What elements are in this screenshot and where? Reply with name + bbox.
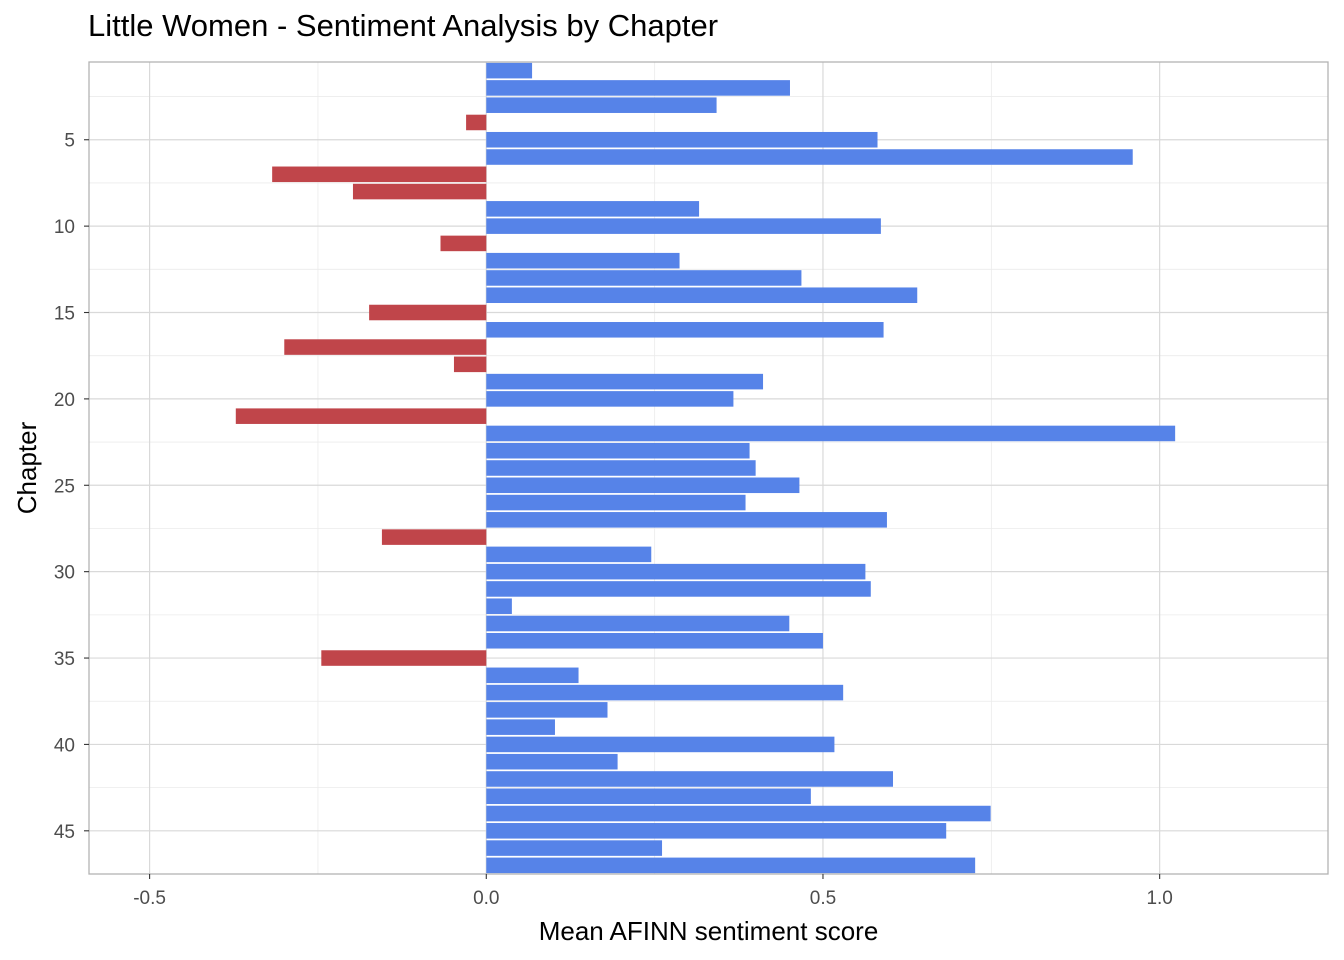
bar-chapter-21 xyxy=(235,408,487,424)
bar-chapter-16 xyxy=(486,322,884,338)
bar-chapter-27 xyxy=(486,512,887,528)
bar-chapter-18 xyxy=(453,356,487,373)
bar-chapter-29 xyxy=(486,546,652,563)
y-tick-label: 35 xyxy=(54,649,75,670)
bar-chapter-25 xyxy=(486,477,800,494)
chart-title: Little Women - Sentiment Analysis by Cha… xyxy=(88,8,719,43)
y-axis-ticks: 5 10 15 20 25 30 35 40 45 xyxy=(54,131,89,843)
bar-chapter-5 xyxy=(486,131,878,148)
bar-chapter-34 xyxy=(486,632,823,649)
bar-chapter-33 xyxy=(486,615,790,632)
bar-chapter-17 xyxy=(284,339,487,355)
bar-chapter-35 xyxy=(321,650,487,666)
bar-chapter-41 xyxy=(486,753,618,770)
bar-chapter-28 xyxy=(381,529,487,545)
bar-chapter-22 xyxy=(486,425,1176,442)
y-tick-label: 10 xyxy=(54,217,75,238)
y-tick-label: 5 xyxy=(64,131,75,152)
bar-chapter-13 xyxy=(486,270,802,286)
bar-chapter-19 xyxy=(486,373,764,390)
bar-chapter-12 xyxy=(486,252,680,269)
y-tick-label: 45 xyxy=(54,822,75,843)
bar-chapter-7 xyxy=(272,166,487,183)
x-tick-label: 0.5 xyxy=(810,888,836,909)
bar-chapter-6 xyxy=(486,149,1133,165)
bar-chapter-39 xyxy=(486,719,555,735)
bar-chapter-31 xyxy=(486,581,871,597)
bar-chapter-40 xyxy=(486,736,835,753)
y-axis-title: Chapter xyxy=(12,421,42,514)
x-axis-ticks: -0.5 0.0 0.5 1.0 xyxy=(133,874,1173,909)
bar-chapter-44 xyxy=(486,805,991,822)
bar-chapter-32 xyxy=(486,598,512,614)
bar-chapter-9 xyxy=(486,201,700,217)
bar-chapter-24 xyxy=(486,460,756,476)
bar-chapter-8 xyxy=(352,183,487,200)
x-tick-label: -0.5 xyxy=(133,888,166,909)
panel-border xyxy=(88,61,1329,875)
bar-chapter-37 xyxy=(486,684,844,701)
bar-chapter-2 xyxy=(486,80,790,96)
bar-chapter-11 xyxy=(440,235,487,252)
y-tick-label: 15 xyxy=(54,304,75,325)
y-tick-label: 20 xyxy=(54,390,75,411)
bar-chapter-23 xyxy=(486,442,750,459)
bar-chapter-1 xyxy=(486,62,533,79)
bar-chapter-14 xyxy=(486,287,918,304)
bar-chapter-42 xyxy=(486,771,894,787)
bar-chapter-46 xyxy=(486,840,663,856)
y-tick-label: 40 xyxy=(54,735,75,756)
x-tick-label: 0.0 xyxy=(473,888,499,909)
bar-chapter-38 xyxy=(486,702,608,718)
y-tick-label: 30 xyxy=(54,563,75,584)
bar-chapter-4 xyxy=(466,114,487,131)
bar-chapter-30 xyxy=(486,563,866,580)
bar-chapter-43 xyxy=(486,788,811,805)
bars xyxy=(235,62,1176,874)
bar-chapter-15 xyxy=(369,304,487,321)
x-tick-label: 1.0 xyxy=(1146,888,1172,909)
bar-chapter-45 xyxy=(486,823,947,839)
bar-chapter-36 xyxy=(486,667,579,684)
bar-chapter-47 xyxy=(486,857,976,874)
bar-chapter-20 xyxy=(486,391,734,407)
bar-chapter-3 xyxy=(486,97,717,113)
y-tick-label: 25 xyxy=(54,476,75,497)
bar-chapter-26 xyxy=(486,494,746,511)
bar-chapter-10 xyxy=(486,218,881,234)
x-axis-title: Mean AFINN sentiment score xyxy=(539,916,879,946)
